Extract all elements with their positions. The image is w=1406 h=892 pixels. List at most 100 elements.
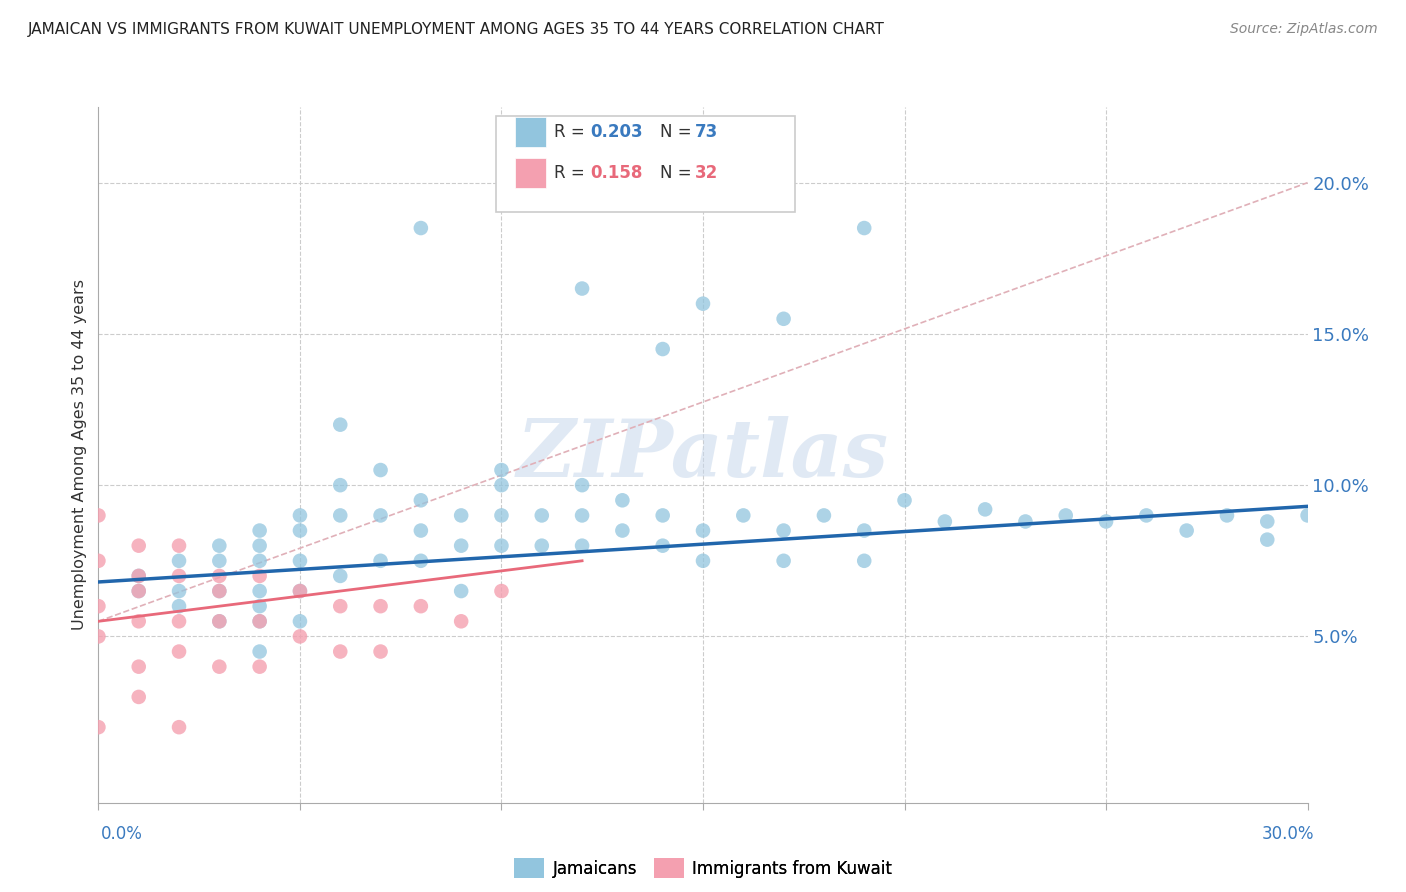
Point [733, 508, 755, 523]
Point [491, 584, 513, 599]
Point [1216, 508, 1239, 523]
Point [249, 569, 271, 583]
Point [1095, 515, 1118, 529]
Point [167, 599, 190, 614]
Point [87, 599, 110, 614]
Point [329, 599, 352, 614]
Point [167, 615, 190, 629]
Point [813, 508, 835, 523]
Point [1135, 508, 1157, 523]
Point [167, 584, 190, 599]
Y-axis label: Unemployment Among Ages 35 to 44 years: Unemployment Among Ages 35 to 44 years [72, 279, 87, 631]
Point [329, 478, 352, 492]
Point [370, 463, 392, 477]
Point [1256, 515, 1278, 529]
Point [249, 584, 271, 599]
Text: Source: ZipAtlas.com: Source: ZipAtlas.com [1230, 22, 1378, 37]
Point [288, 554, 311, 568]
Point [208, 554, 231, 568]
Point [167, 539, 190, 553]
Point [530, 539, 553, 553]
Point [571, 281, 593, 295]
Point [128, 539, 150, 553]
Point [491, 478, 513, 492]
Point [409, 599, 432, 614]
Point [288, 615, 311, 629]
Point [853, 554, 876, 568]
Point [1014, 515, 1036, 529]
Point [651, 342, 673, 356]
Point [249, 554, 271, 568]
Text: 32: 32 [695, 164, 718, 182]
Point [288, 508, 311, 523]
Point [934, 515, 956, 529]
Point [329, 644, 352, 658]
Text: R =: R = [554, 164, 591, 182]
Point [128, 615, 150, 629]
Point [288, 584, 311, 599]
Point [208, 584, 231, 599]
Point [167, 720, 190, 734]
Point [128, 584, 150, 599]
Point [249, 644, 271, 658]
Point [128, 569, 150, 583]
Point [571, 508, 593, 523]
Point [651, 508, 673, 523]
Text: N =: N = [659, 123, 696, 141]
Point [329, 569, 352, 583]
Point [692, 524, 714, 538]
Point [87, 554, 110, 568]
Point [208, 615, 231, 629]
Point [409, 493, 432, 508]
Point [450, 584, 472, 599]
Point [249, 659, 271, 673]
Point [370, 599, 392, 614]
Point [409, 221, 432, 235]
Point [128, 569, 150, 583]
Point [87, 629, 110, 643]
Point [167, 569, 190, 583]
Point [692, 554, 714, 568]
Point [370, 508, 392, 523]
Point [1296, 508, 1319, 523]
Point [208, 569, 231, 583]
Point [893, 493, 915, 508]
Point [409, 524, 432, 538]
Point [612, 524, 634, 538]
Point [651, 539, 673, 553]
Point [612, 493, 634, 508]
Point [853, 221, 876, 235]
Text: ZIPatlas: ZIPatlas [517, 417, 889, 493]
Point [491, 539, 513, 553]
Text: 0.158: 0.158 [591, 164, 643, 182]
Text: N =: N = [659, 164, 696, 182]
Point [692, 296, 714, 310]
Text: 30.0%: 30.0% [1263, 825, 1315, 843]
Legend: Jamaicans, Immigrants from Kuwait: Jamaicans, Immigrants from Kuwait [508, 851, 898, 885]
Point [571, 539, 593, 553]
Point [370, 554, 392, 568]
Point [87, 508, 110, 523]
Point [370, 644, 392, 658]
Point [974, 502, 997, 516]
Point [450, 615, 472, 629]
Point [772, 554, 794, 568]
Point [249, 615, 271, 629]
Point [288, 629, 311, 643]
Point [249, 524, 271, 538]
Text: 0.203: 0.203 [591, 123, 644, 141]
Point [409, 554, 432, 568]
Point [1054, 508, 1077, 523]
Point [249, 615, 271, 629]
Point [329, 508, 352, 523]
Point [1175, 524, 1198, 538]
Point [128, 690, 150, 704]
Point [167, 644, 190, 658]
Point [530, 508, 553, 523]
Point [450, 508, 472, 523]
Point [208, 539, 231, 553]
Point [249, 539, 271, 553]
Point [87, 720, 110, 734]
Point [167, 554, 190, 568]
Point [128, 659, 150, 673]
